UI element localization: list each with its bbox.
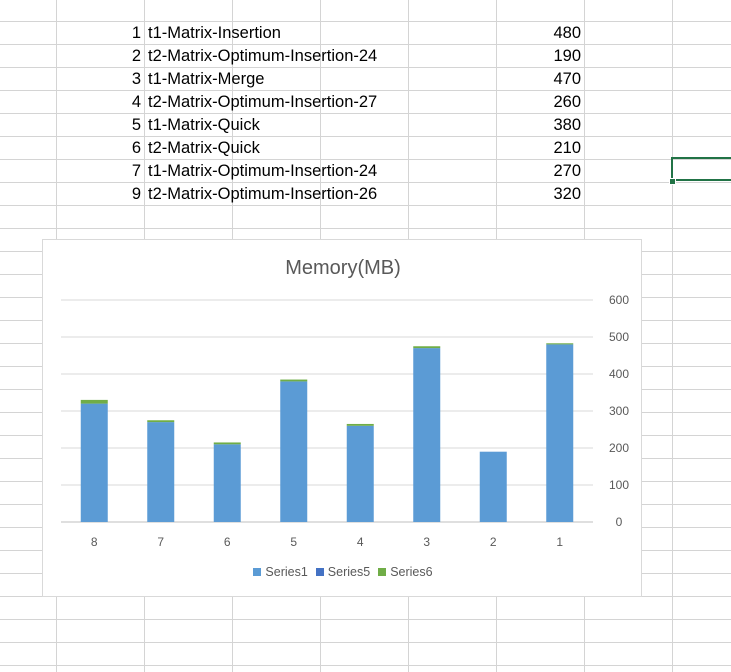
x-tick-label: 1 (556, 535, 563, 549)
cell-value[interactable]: 210 (553, 139, 581, 157)
column-line (672, 0, 673, 672)
cell-name[interactable]: t1-Matrix-Merge (148, 70, 265, 88)
bar-series6 (213, 442, 241, 445)
legend-swatch (378, 568, 387, 576)
y-tick-label: 200 (609, 441, 629, 455)
bar-series1 (346, 425, 374, 522)
bar-series6 (280, 379, 308, 382)
fill-handle[interactable] (669, 178, 676, 185)
bar-series6 (346, 423, 374, 426)
legend-label: Series6 (390, 565, 433, 579)
x-tick-label: 6 (224, 535, 231, 549)
cell-index[interactable]: 9 (131, 185, 141, 203)
x-tick-label: 3 (423, 535, 430, 549)
bar-series1 (413, 348, 441, 522)
bar-series1 (479, 451, 507, 522)
bar-series6 (147, 420, 175, 423)
cell-index[interactable]: 3 (131, 70, 141, 88)
bar-series6 (80, 399, 108, 404)
x-tick-label: 4 (357, 535, 364, 549)
bar-series6 (546, 343, 574, 345)
cell-name[interactable]: t1-Matrix-Quick (148, 116, 260, 134)
legend-swatch (315, 568, 324, 576)
cell-name[interactable]: t2-Matrix-Optimum-Insertion-24 (148, 47, 378, 65)
cell-name[interactable]: t1-Matrix-Insertion (148, 24, 281, 42)
selected-cell[interactable] (671, 157, 731, 181)
bar-series1 (80, 403, 108, 522)
x-tick-label: 7 (157, 535, 164, 549)
legend-entry: Series1 (253, 565, 308, 579)
cell-index[interactable]: 7 (131, 162, 141, 180)
y-tick-label: 500 (609, 330, 629, 344)
x-tick-label: 2 (490, 535, 497, 549)
cell-value[interactable]: 320 (553, 185, 581, 203)
cell-index[interactable]: 2 (131, 47, 141, 65)
y-tick-label: 300 (609, 404, 629, 418)
cell-index[interactable]: 5 (131, 116, 141, 134)
cell-index[interactable]: 6 (131, 139, 141, 157)
bar-series1 (546, 344, 574, 522)
cell-name[interactable]: t2-Matrix-Optimum-Insertion-27 (148, 93, 378, 111)
bar-series1 (213, 444, 241, 522)
chart-legend: Series1 Series5 Series6 (43, 565, 643, 579)
x-tick-label: 5 (290, 535, 297, 549)
cell-name[interactable]: t1-Matrix-Optimum-Insertion-24 (148, 162, 378, 180)
legend-entry: Series5 (315, 565, 371, 579)
cell-value[interactable]: 480 (553, 24, 581, 42)
y-tick-label: 400 (609, 367, 629, 381)
y-tick-label: 100 (609, 478, 629, 492)
legend-label: Series1 (265, 565, 308, 579)
y-tick-label: 600 (609, 293, 629, 307)
memory-chart[interactable]: Memory(MB) 0 100 200 300 400 500 600 8 7 6 5 4 3 2 1 Se… (42, 239, 642, 597)
cell-index[interactable]: 4 (131, 93, 141, 111)
cell-name[interactable]: t2-Matrix-Quick (148, 139, 260, 157)
cell-value[interactable]: 470 (553, 70, 581, 88)
cell-value[interactable]: 270 (553, 162, 581, 180)
bar-series1 (147, 422, 175, 522)
legend-swatch (253, 568, 262, 576)
bar-series6 (413, 346, 441, 349)
cell-value[interactable]: 260 (553, 93, 581, 111)
cell-value[interactable]: 380 (553, 116, 581, 134)
cell-index[interactable]: 1 (131, 24, 141, 42)
cell-name[interactable]: t2-Matrix-Optimum-Insertion-26 (148, 185, 378, 203)
y-tick-label: 0 (616, 515, 623, 529)
x-tick-label: 8 (91, 535, 98, 549)
legend-entry: Series6 (378, 565, 433, 579)
bar-series1 (280, 381, 308, 522)
chart-title: Memory(MB) (285, 257, 401, 279)
cell-value[interactable]: 190 (553, 47, 581, 65)
chart-plot: Memory(MB) 0 100 200 300 400 500 600 8 7 6 5 4 3 2 1 (61, 257, 629, 549)
legend-label: Series5 (327, 565, 371, 579)
